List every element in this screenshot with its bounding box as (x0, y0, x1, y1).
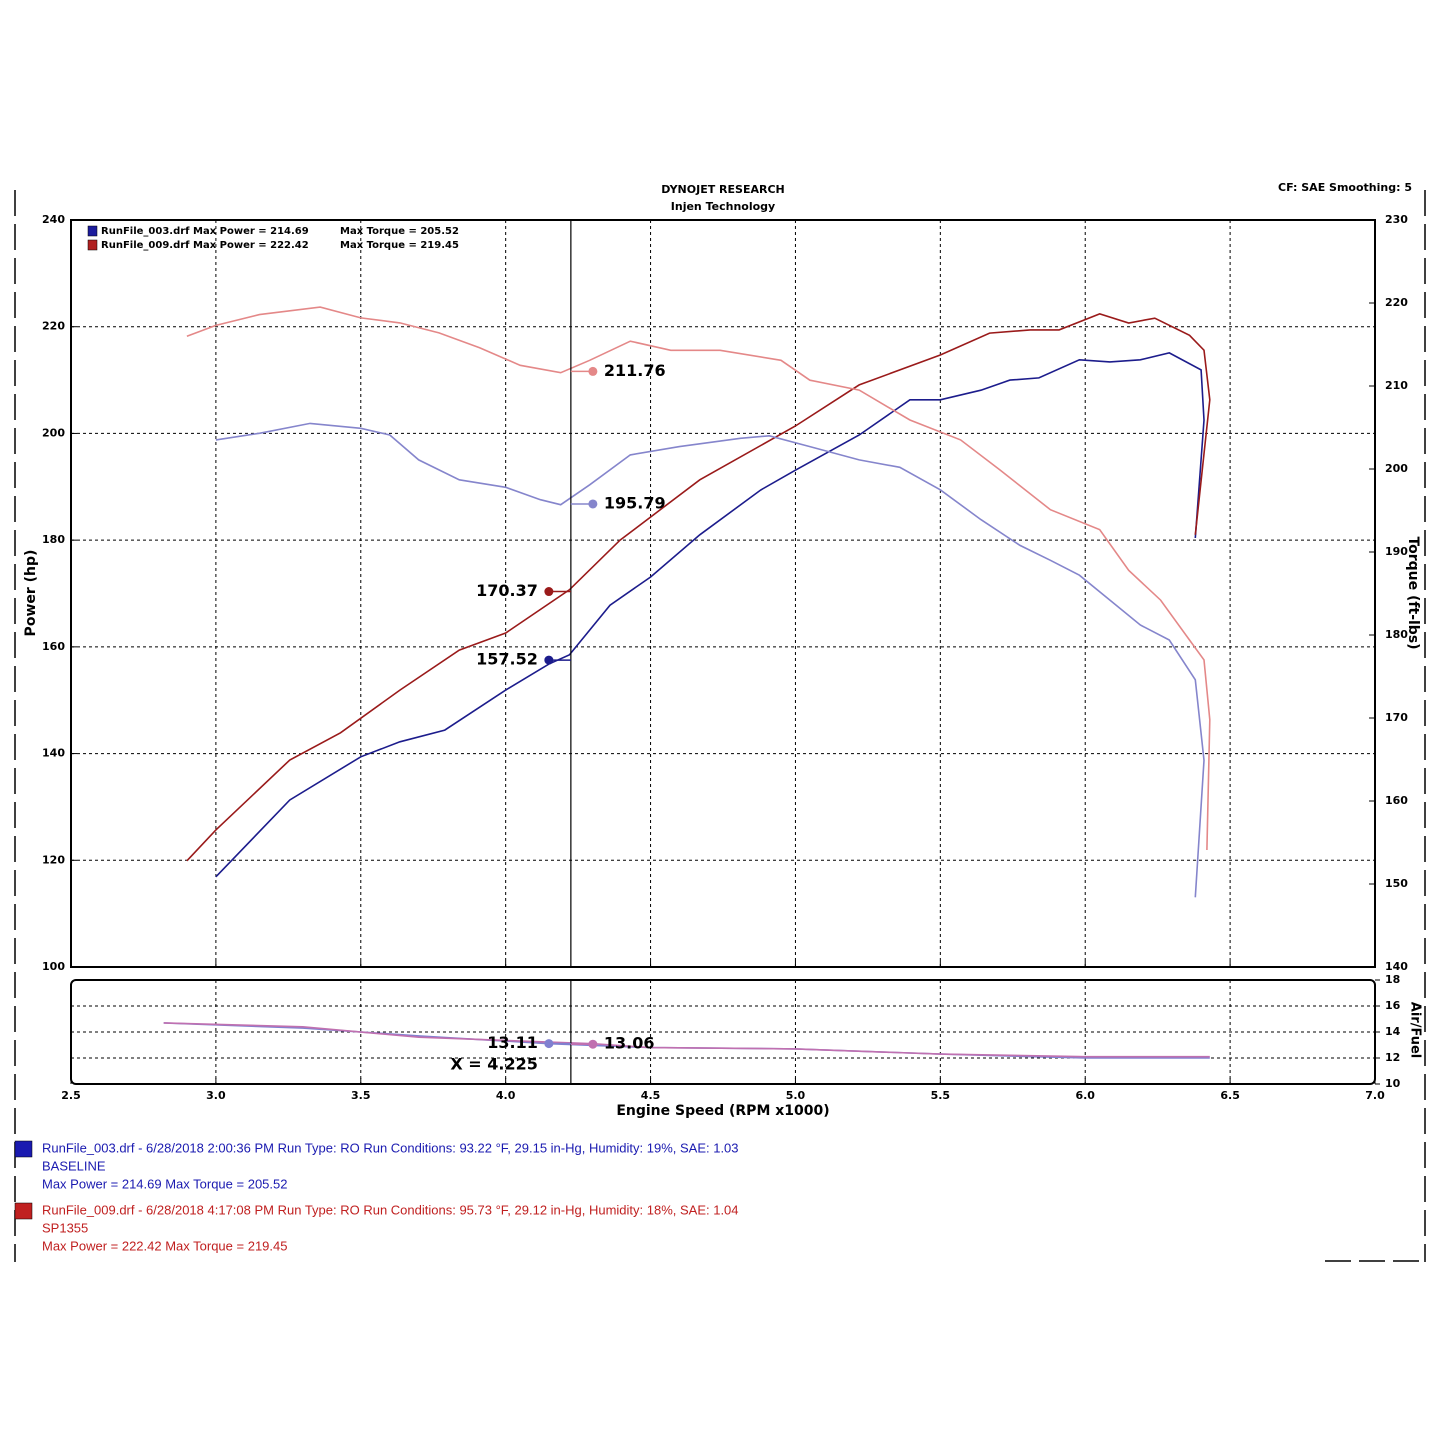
y-axis-label: Power (hp) (23, 550, 39, 637)
cursor-dot (544, 655, 554, 665)
series-line (215, 352, 1205, 878)
y-tick-label: 12 (1385, 1051, 1400, 1064)
x-tick-label: 3.0 (206, 1089, 226, 1102)
y2-tick-label: 170 (1385, 711, 1408, 724)
chart-title: DYNOJET RESEARCH (661, 183, 784, 196)
y-tick-label: 14 (1385, 1025, 1401, 1038)
x-axis-label: Engine Speed (RPM x1000) (616, 1103, 829, 1119)
series-line (186, 306, 1211, 851)
y2-tick-label: 160 (1385, 794, 1408, 807)
y2-axis-label: Torque (ft-lbs) (1405, 536, 1421, 649)
y-tick-label: 100 (42, 960, 65, 973)
x-tick-label: 3.5 (351, 1089, 371, 1102)
y2-tick-label: 150 (1385, 877, 1408, 890)
plot-frame (70, 979, 1376, 1085)
cursor-dot (544, 587, 554, 597)
run-legend-text: RunFile_003.drf - 6/28/2018 2:00:36 PM R… (42, 1140, 739, 1155)
cursor-value: 157.52 (476, 650, 538, 669)
series-line (215, 422, 1205, 898)
cursor-dot (544, 1039, 554, 1049)
run-legend-text: BASELINE (42, 1158, 106, 1173)
y2-tick-label: 190 (1385, 545, 1408, 558)
y2-tick-label: 220 (1385, 296, 1408, 309)
run-swatch (14, 1202, 33, 1220)
run-legend-text: RunFile_009.drf - 6/28/2018 4:17:08 PM R… (42, 1202, 739, 1217)
y-tick-label: 16 (1385, 999, 1401, 1012)
chart-subtitle: Injen Technology (671, 200, 775, 213)
afr-axis-label: Air/Fuel (1408, 1002, 1423, 1058)
x-tick-label: 4.5 (641, 1089, 661, 1102)
series-line (186, 313, 1211, 862)
y2-tick-label: 180 (1385, 628, 1408, 641)
x-tick-label: 5.0 (786, 1089, 806, 1102)
cursor-dot (588, 499, 598, 509)
cursor-dot (588, 1039, 598, 1049)
page-frame (14, 190, 1426, 1262)
x-tick-label: 6.0 (1075, 1089, 1095, 1102)
y-tick-label: 140 (42, 747, 65, 760)
cursor-value: 170.37 (476, 581, 538, 600)
series-line (163, 1022, 1210, 1058)
plot-frame (70, 219, 1376, 968)
cursor-value: 211.76 (604, 361, 666, 380)
x-tick-label: 6.5 (1220, 1089, 1240, 1102)
y-tick-label: 120 (42, 853, 65, 866)
y-tick-label: 180 (42, 533, 65, 546)
legend-label: RunFile_009.drf Max Power = 222.42 (101, 240, 309, 251)
cursor-label: X = 4.225 (450, 1055, 538, 1074)
y-tick-label: 10 (1385, 1077, 1401, 1090)
legend-swatch (87, 225, 98, 237)
x-tick-label: 2.5 (61, 1089, 81, 1102)
run-legend-text: Max Power = 222.42 Max Torque = 219.45 (42, 1238, 287, 1253)
run-swatch (14, 1140, 33, 1158)
x-tick-label: 7.0 (1365, 1089, 1385, 1102)
run-legend-text: Max Power = 214.69 Max Torque = 205.52 (42, 1176, 287, 1191)
y2-tick-label: 230 (1385, 213, 1408, 226)
y2-tick-label: 210 (1385, 379, 1408, 392)
y-tick-label: 220 (42, 320, 65, 333)
y2-tick-label: 200 (1385, 462, 1408, 475)
cursor-value: 13.06 (604, 1034, 655, 1053)
cursor-dot (588, 366, 598, 376)
x-tick-label: 5.5 (931, 1089, 951, 1102)
legend-label: Max Torque = 219.45 (340, 240, 459, 251)
y-tick-label: 18 (1385, 973, 1400, 986)
legend-swatch (87, 239, 98, 251)
y-tick-label: 200 (42, 426, 65, 439)
y-tick-label: 160 (42, 640, 65, 653)
cursor-value: 13.11 (487, 1033, 538, 1052)
run-legend-text: SP1355 (42, 1220, 88, 1235)
y-tick-label: 240 (42, 213, 65, 226)
y2-tick-label: 140 (1385, 960, 1408, 973)
settings: CF: SAE Smoothing: 5 (1278, 181, 1412, 194)
cursor-value: 195.79 (604, 493, 666, 512)
x-tick-label: 4.0 (496, 1089, 516, 1102)
legend-label: RunFile_003.drf Max Power = 214.69 (101, 226, 309, 237)
legend-label: Max Torque = 205.52 (340, 226, 459, 237)
